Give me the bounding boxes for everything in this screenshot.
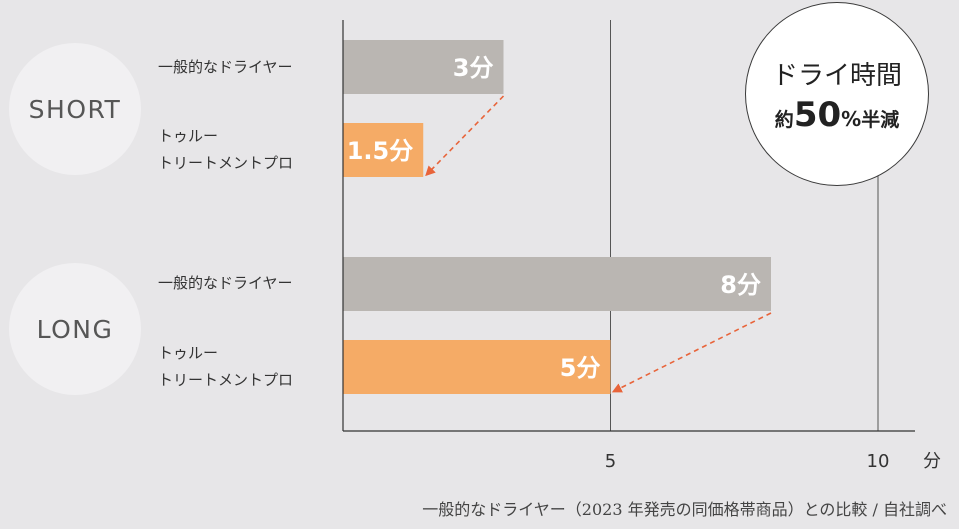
bar-long-0 — [343, 257, 771, 311]
group-label-short-text: SHORT — [28, 94, 122, 124]
axis-layer: 5 10 分 — [342, 20, 941, 472]
badge-suffix: 半減 — [861, 109, 900, 131]
bars-layer: 3分 1.5分 8分 5分 — [343, 40, 771, 394]
bar-short-0 — [343, 40, 504, 94]
bar-long-1 — [343, 340, 611, 394]
footnote: 一般的なドライヤー（2023 年発売の同価格帯商品）との比較 / 自社調べ — [422, 500, 947, 519]
badge-prefix: 約 — [774, 109, 794, 131]
badge-claim: 約50%半減 — [746, 95, 928, 135]
group-label-long-text: LONG — [36, 314, 114, 344]
badge-number: 50 — [793, 95, 842, 135]
badge-percent: % — [841, 107, 862, 131]
reduction-badge: ドライ時間 約50%半減 — [745, 2, 929, 186]
row-label-long-product: トゥルー トリートメントプロ — [158, 344, 294, 389]
bar-value-label-long-0: 8分 — [720, 271, 761, 299]
row-label-short-product: トゥルー トリートメントプロ — [158, 127, 294, 172]
group-label-long: LONG — [9, 263, 141, 395]
bar-value-label-long-1: 5分 — [560, 354, 601, 382]
bar-short-1 — [343, 123, 424, 177]
badge-title: ドライ時間 — [771, 61, 902, 91]
bar-value-label-short-0: 3分 — [453, 54, 494, 82]
x-unit-label: 分 — [923, 451, 941, 472]
x-tick-label-10: 10 — [867, 451, 890, 472]
row-label-long-standard: 一般的なドライヤー — [158, 274, 293, 292]
row-label-short-standard: 一般的なドライヤー — [158, 58, 293, 76]
bar-value-label-short-1: 1.5分 — [347, 137, 414, 165]
arrows-layer — [425, 95, 772, 393]
reduction-arrow-long — [611, 312, 772, 393]
group-label-short: SHORT — [9, 43, 141, 175]
reduction-arrow-short — [425, 95, 505, 177]
x-tick-label-5: 5 — [605, 451, 616, 472]
